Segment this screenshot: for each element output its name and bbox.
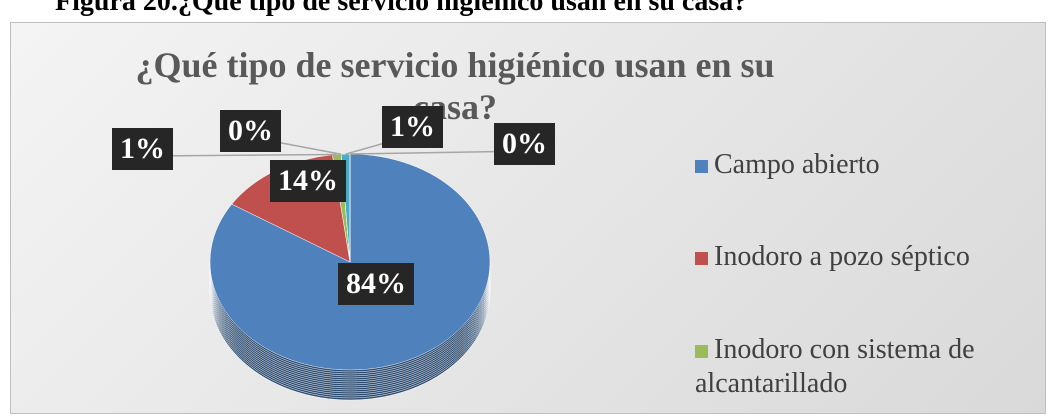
leader-line (146, 153, 337, 157)
legend-swatch (695, 345, 708, 358)
legend-label: Campo abierto (714, 149, 880, 180)
slice (209, 153, 491, 371)
data-label: 14% (270, 160, 346, 202)
data-label: 0% (220, 110, 281, 152)
legend-swatch (695, 160, 708, 173)
legend-entry: Campo abierto (695, 148, 1035, 182)
legend-entry: Inodoro con sistema de alcantarillado (695, 333, 1035, 401)
data-label: 1% (382, 106, 443, 148)
legend-entry: Inodoro a pozo séptico (695, 240, 1035, 274)
data-label: 1% (112, 128, 173, 170)
legend-label: Inodoro con sistema de alcantarillado (695, 334, 975, 399)
legend-label: Inodoro a pozo séptico (714, 241, 970, 272)
chart-area (10, 22, 1046, 414)
chart-title: ¿Qué tipo de servicio higiénico usan en … (135, 45, 775, 127)
data-label: 0% (494, 123, 555, 165)
data-label: 84% (338, 263, 414, 305)
caption: Figura 20.¿Qué tipo de servicio higiénic… (55, 0, 748, 17)
legend-swatch (695, 252, 708, 265)
